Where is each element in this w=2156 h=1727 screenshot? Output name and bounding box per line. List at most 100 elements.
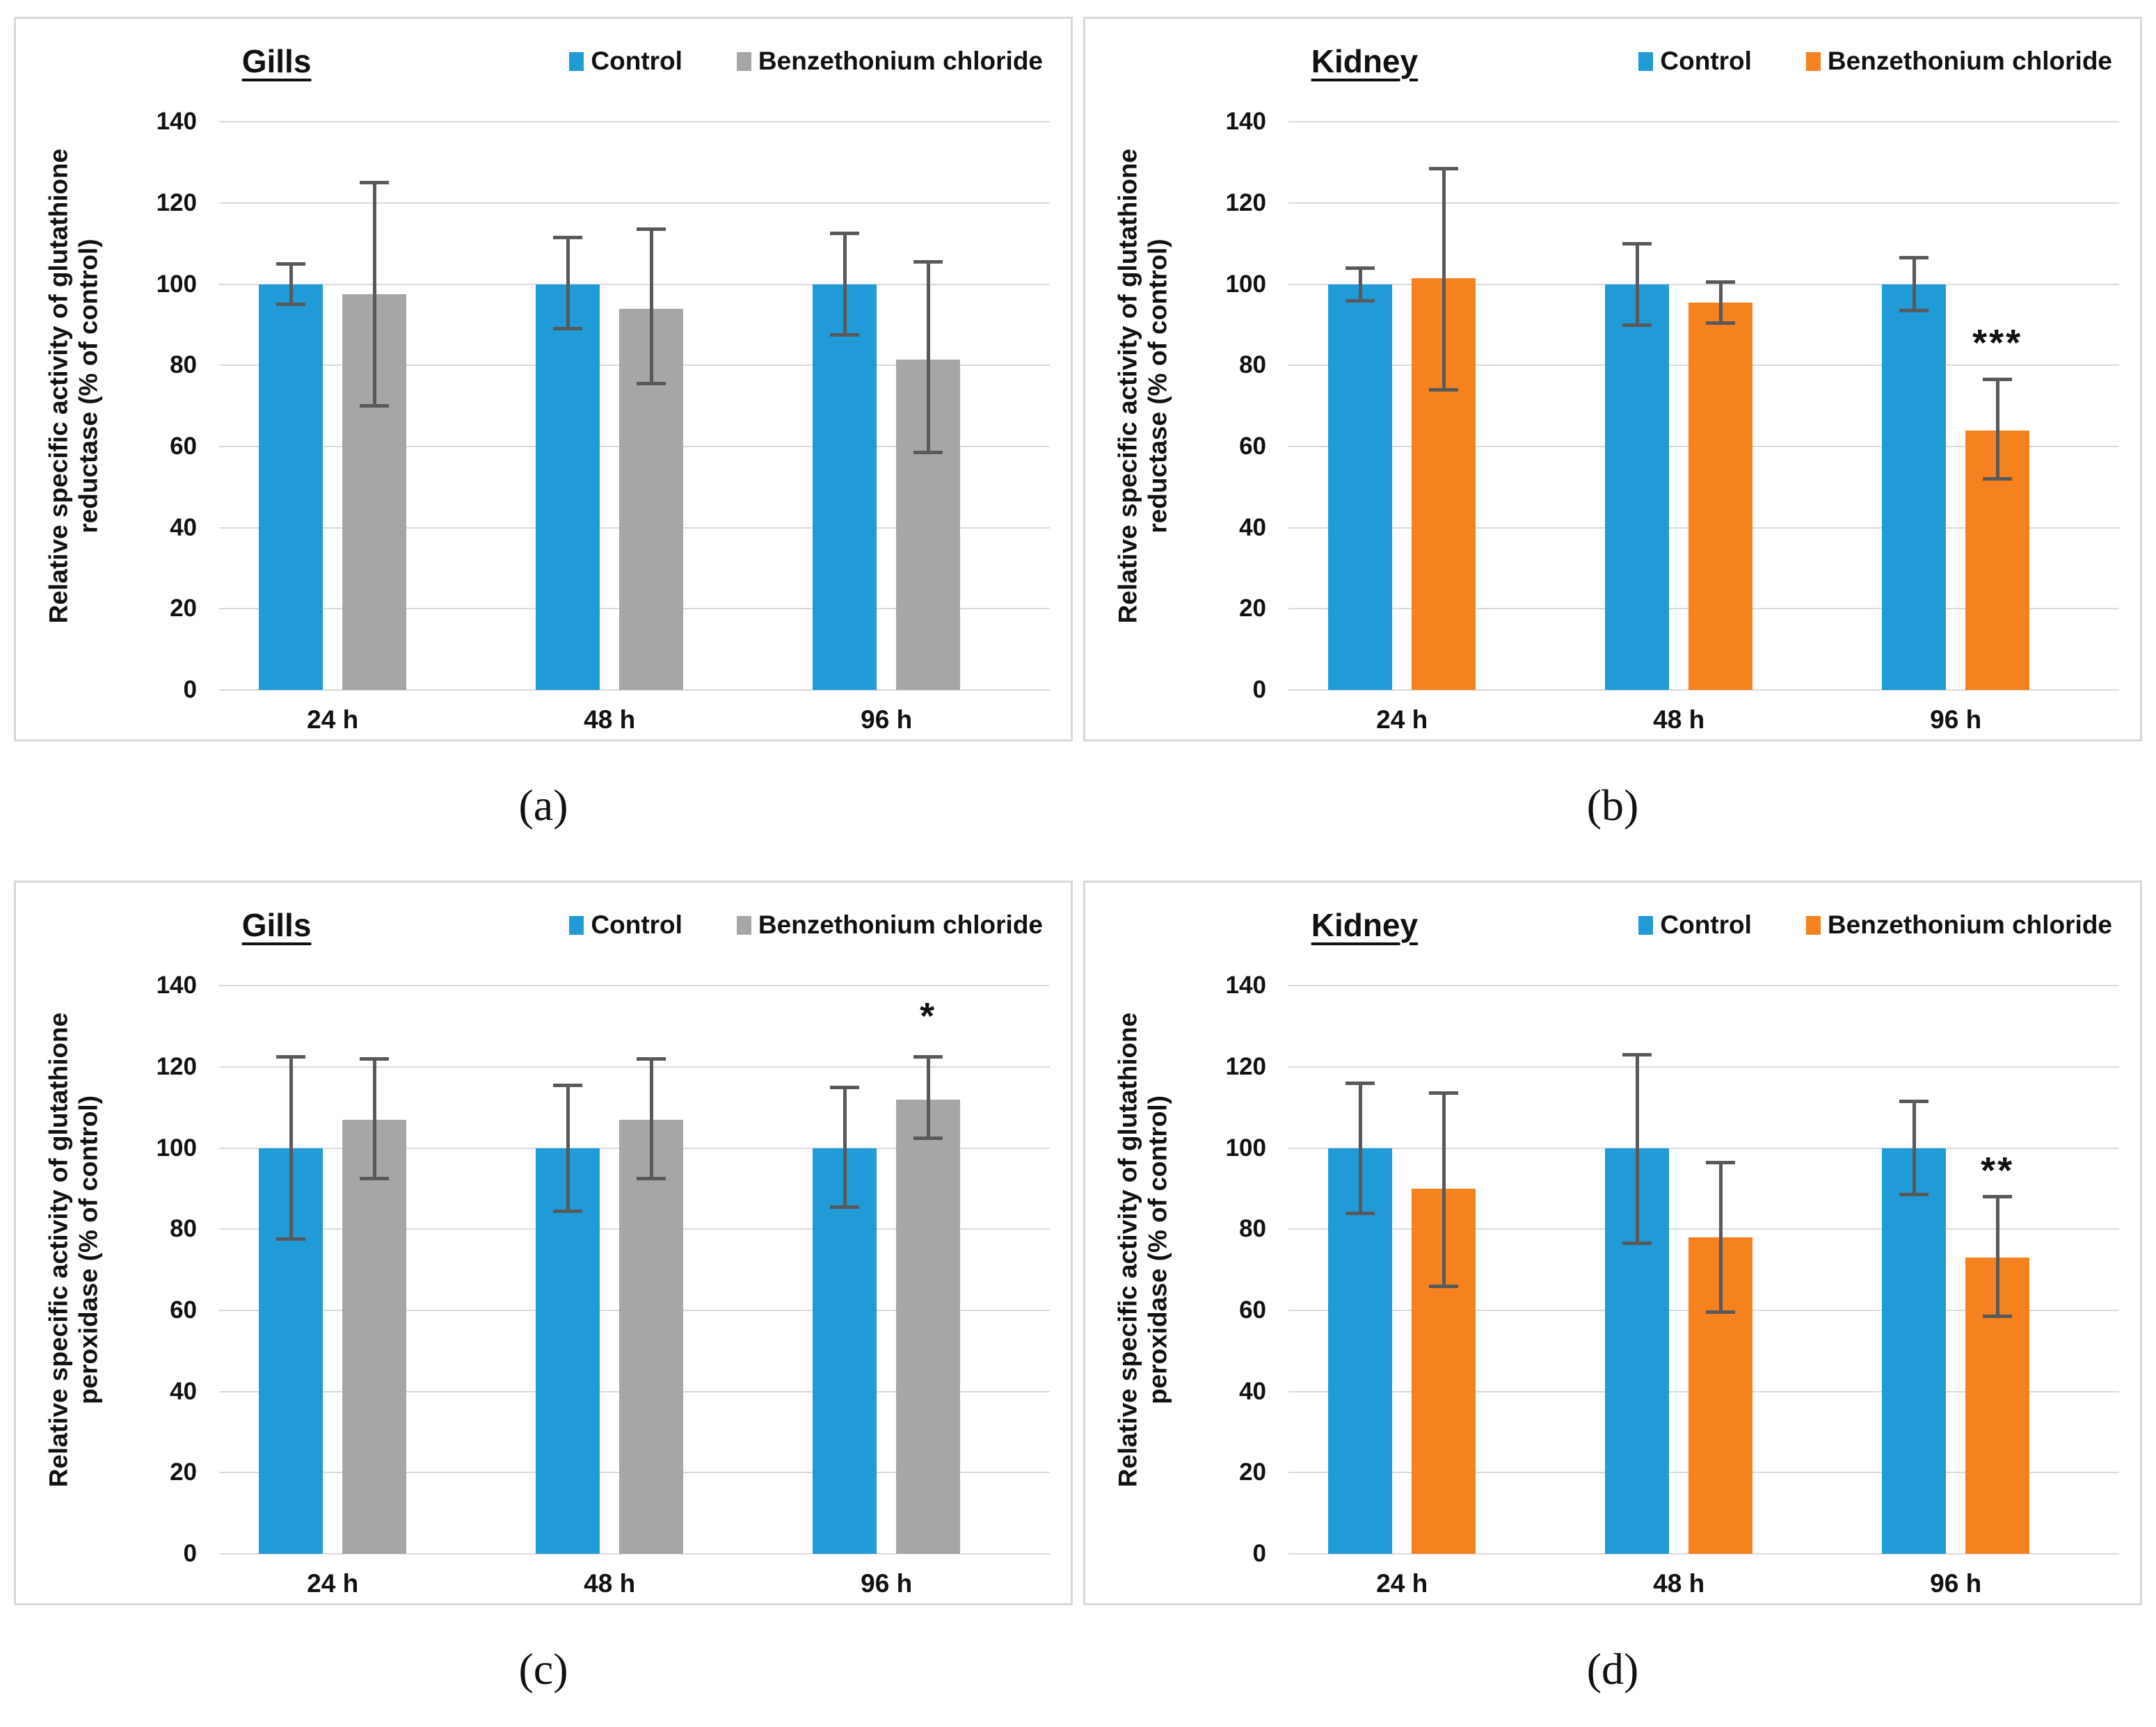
y-axis-label: Relative specific activity of glutathion… bbox=[29, 945, 119, 1554]
chart-panel-c: Gills Control Benzethonium chloride Rela… bbox=[14, 881, 1073, 1605]
error-bar bbox=[1358, 268, 1362, 300]
x-tick-label: 48 h bbox=[1653, 705, 1705, 734]
plot-area: 0 20 40 60 80 100 120 140 24 h 48 h 96 h bbox=[157, 81, 1050, 734]
error-bar-cap bbox=[276, 1237, 306, 1242]
y-tick-label: 80 bbox=[1239, 351, 1266, 379]
panel-title: Gills bbox=[241, 907, 312, 943]
error-bar bbox=[843, 233, 847, 335]
gridline bbox=[1288, 283, 2119, 285]
y-tick-label: 20 bbox=[1239, 1459, 1266, 1486]
error-bar-cap bbox=[1899, 1100, 1929, 1104]
y-axis-label-line2: reductase (% of control) bbox=[74, 238, 102, 533]
error-bar-cap bbox=[276, 1054, 306, 1059]
error-bar-cap bbox=[913, 451, 943, 455]
gridline bbox=[219, 202, 1050, 204]
y-tick-label: 60 bbox=[1239, 433, 1266, 460]
y-tick-label: 20 bbox=[170, 1459, 197, 1486]
legend-swatch-control bbox=[1638, 915, 1654, 935]
y-axis-label-line1: Relative specific activity of glutathion… bbox=[44, 148, 73, 623]
y-axis-label-line2: reductase (% of control) bbox=[1143, 238, 1172, 533]
caption-b: (b) bbox=[1586, 780, 1639, 830]
y-axis-label-line1: Relative specific activity of glutathion… bbox=[1113, 1012, 1142, 1487]
error-bar bbox=[843, 1087, 847, 1207]
gridline bbox=[219, 985, 1050, 987]
y-tick-label: 140 bbox=[156, 972, 197, 999]
gridline bbox=[219, 689, 1050, 691]
x-tick-label: 24 h bbox=[307, 705, 359, 734]
y-tick-label: 80 bbox=[1239, 1215, 1266, 1243]
gridline bbox=[1288, 1066, 2119, 1068]
error-bar-cap bbox=[637, 1176, 666, 1180]
legend-item-treatment: Benzethonium chloride bbox=[736, 47, 1043, 76]
legend-label-control: Control bbox=[1660, 47, 1752, 75]
y-axis-label-line2: peroxidase (% of control) bbox=[74, 1095, 102, 1404]
legend: Control Benzethonium chloride bbox=[569, 47, 1043, 76]
error-bar-cap bbox=[1622, 1242, 1652, 1246]
bar-treatment bbox=[619, 1119, 684, 1554]
error-bar bbox=[566, 237, 570, 329]
error-bar-cap bbox=[1345, 1211, 1375, 1215]
error-bar-cap bbox=[1899, 256, 1929, 260]
error-bar-cap bbox=[637, 1057, 666, 1061]
y-axis-label-line2: peroxidase (% of control) bbox=[1143, 1095, 1172, 1404]
gridline bbox=[1288, 1147, 2119, 1149]
bar-control bbox=[536, 284, 600, 690]
error-bar-cap bbox=[1429, 1091, 1459, 1095]
legend-label-control: Control bbox=[591, 47, 682, 75]
error-bar-cap bbox=[830, 232, 860, 236]
error-bar bbox=[1635, 243, 1639, 325]
y-tick-label: 120 bbox=[1225, 189, 1266, 216]
panel-title: Kidney bbox=[1311, 907, 1419, 943]
legend-item-control: Control bbox=[569, 47, 682, 76]
error-bar-cap bbox=[1899, 309, 1929, 313]
legend: Control Benzethonium chloride bbox=[1638, 47, 2112, 76]
y-tick-label: 100 bbox=[1225, 1134, 1266, 1162]
error-bar-cap bbox=[1983, 378, 2013, 382]
error-bar bbox=[1995, 1196, 1999, 1317]
error-bar-cap bbox=[276, 262, 306, 266]
error-bar bbox=[566, 1085, 570, 1212]
gridline bbox=[1288, 202, 2119, 204]
error-bar-cap bbox=[1429, 1284, 1459, 1288]
error-bar-cap bbox=[276, 303, 306, 307]
error-bar bbox=[926, 1057, 930, 1139]
y-tick-label: 0 bbox=[1252, 676, 1266, 703]
chart-panel-a: Gills Control Benzethonium chloride Rela… bbox=[14, 17, 1073, 741]
legend-label-treatment: Benzethonium chloride bbox=[1827, 910, 2112, 939]
y-axis-label: Relative specific activity of glutathion… bbox=[1098, 945, 1188, 1554]
bar-control bbox=[813, 1148, 877, 1554]
error-bar-cap bbox=[1622, 241, 1652, 246]
caption-d: (d) bbox=[1586, 1644, 1639, 1694]
y-tick-label: 100 bbox=[156, 1134, 197, 1162]
gridline bbox=[219, 1066, 1050, 1068]
error-bar-cap bbox=[360, 404, 390, 408]
gridline bbox=[219, 121, 1050, 123]
error-bar-cap bbox=[637, 227, 666, 232]
gridline bbox=[219, 1553, 1050, 1555]
x-tick-label: 24 h bbox=[307, 1569, 359, 1598]
x-tick-label: 48 h bbox=[584, 705, 636, 734]
error-bar bbox=[1912, 257, 1916, 311]
error-bar bbox=[1442, 1093, 1446, 1286]
panel-header: Gills Control Benzethonium chloride bbox=[16, 42, 1043, 80]
bar-control bbox=[259, 284, 324, 690]
gridline bbox=[1288, 689, 2119, 691]
y-axis-label: Relative specific activity of glutathion… bbox=[1098, 81, 1188, 690]
y-tick-label: 120 bbox=[1225, 1053, 1266, 1080]
x-tick-label: 48 h bbox=[584, 1569, 636, 1598]
error-bar-cap bbox=[913, 1054, 943, 1059]
y-tick-label: 0 bbox=[1252, 1540, 1266, 1567]
error-bar-cap bbox=[830, 1205, 860, 1209]
legend-label-treatment: Benzethonium chloride bbox=[758, 47, 1043, 75]
chart-panel-d: Kidney Control Benzethonium chloride Rel… bbox=[1083, 881, 2142, 1605]
significance-marker: *** bbox=[1972, 322, 2023, 364]
legend-swatch-treatment bbox=[1805, 51, 1821, 71]
error-bar-cap bbox=[1983, 1195, 2013, 1199]
y-tick-label: 60 bbox=[1239, 1296, 1266, 1324]
y-tick-label: 40 bbox=[1239, 513, 1266, 541]
error-bar-cap bbox=[553, 327, 583, 331]
error-bar-cap bbox=[830, 1085, 860, 1089]
error-bar-cap bbox=[360, 181, 390, 185]
bar-control bbox=[536, 1148, 600, 1554]
